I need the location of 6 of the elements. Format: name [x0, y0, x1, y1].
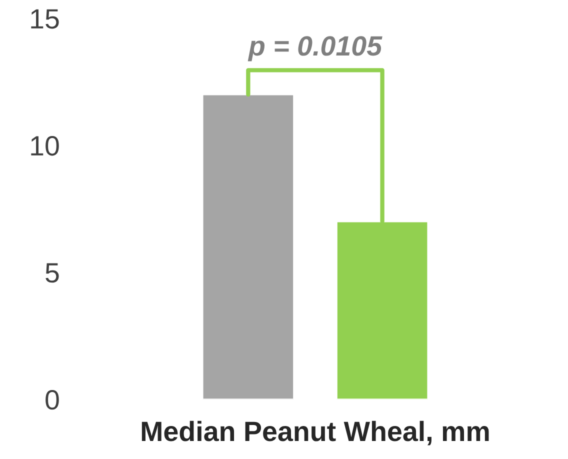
annotation: p = 0.0105	[248, 36, 382, 62]
y-tick-label: 0	[46, 390, 59, 410]
y-tick-label: 5	[46, 263, 59, 283]
y-tick-label: 15	[31, 9, 59, 29]
y-tick-label: 10	[31, 136, 59, 156]
x-axis-title: Median Peanut Wheal, mm	[142, 420, 489, 446]
